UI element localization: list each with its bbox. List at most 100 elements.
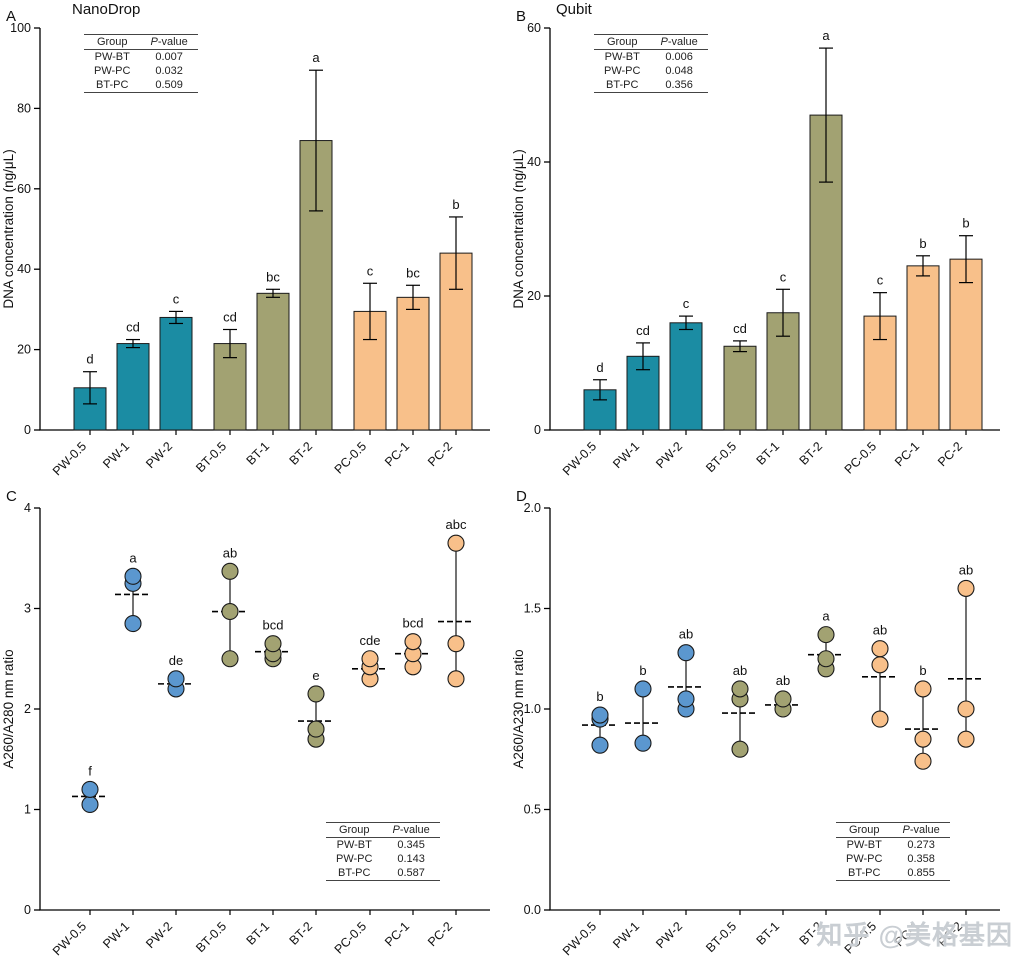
data-point <box>731 740 749 758</box>
data-point <box>221 562 239 580</box>
sig-letter: de <box>169 653 183 668</box>
data-point <box>447 534 465 552</box>
y-tick-label: 0 <box>24 423 31 437</box>
panel-d-letter: D <box>516 488 528 505</box>
sig-letter: bcd <box>263 618 284 633</box>
y-tick-label: 1.5 <box>524 602 541 616</box>
panel-a-nanodrop-bar-chart: A NanoDrop Group P-value PW-BT 0.007 PW-PC 0.… <box>0 0 509 480</box>
sig-letter: cd <box>126 320 140 335</box>
x-tick-label: BT-1 <box>754 439 783 468</box>
pvalue-cell: PW-BT <box>604 51 640 63</box>
sig-letter: a <box>822 28 830 43</box>
pvalue-table-header: P-value <box>140 34 198 50</box>
pvalue-table: Group P-value PW-BT 0.006 PW-PC 0.048 BT-PC 0.3… <box>594 34 708 93</box>
sig-letter: c <box>683 296 690 311</box>
data-point <box>871 640 889 658</box>
data-point <box>591 706 609 724</box>
x-tick-label: BT-2 <box>287 919 316 948</box>
bar-BT-0.5 <box>723 345 757 431</box>
pvalue-table: Group P-value PW-BT 0.007 PW-PC 0.032 BT-PC 0.5… <box>84 34 198 93</box>
y-tick-label: 1 <box>24 803 31 817</box>
x-tick-label: PW-1 <box>100 439 132 471</box>
sig-letter: cd <box>223 310 237 325</box>
pvalue-cell: PW-BT <box>846 839 882 851</box>
pvalue-cell: PW-BT <box>336 839 372 851</box>
pvalue-table: Group P-value PW-BT 0.345 PW-PC 0.143 BT-PC 0.5… <box>326 822 440 881</box>
data-point <box>731 680 749 698</box>
x-tick-label: PW-0.5 <box>50 919 89 958</box>
panel-c-letter: C <box>6 488 18 505</box>
data-point <box>914 730 932 748</box>
x-tick-label: BT-2 <box>287 439 316 468</box>
sig-letter: bcd <box>403 616 424 631</box>
panel-d-pvalue-table: Group P-value PW-BT 0.273 PW-PC 0.358 BT-PC 0.8… <box>836 822 950 881</box>
x-tick-label: PC-0.5 <box>842 439 879 476</box>
data-point <box>591 736 609 754</box>
y-tick-label: 0.0 <box>524 903 541 917</box>
x-tick-label: PW-2 <box>653 439 685 471</box>
pvalue-cell: 0.345 <box>397 839 425 851</box>
pvalue-cell: 0.143 <box>397 853 425 865</box>
data-point <box>81 780 99 798</box>
sig-letter: b <box>596 689 603 704</box>
x-tick-label: BT-0.5 <box>193 919 229 955</box>
panel-b-pvalue-table: Group P-value PW-BT 0.006 PW-PC 0.048 BT-PC 0.3… <box>594 34 708 93</box>
sig-letter: c <box>367 263 374 278</box>
sig-letter: b <box>639 663 646 678</box>
data-point <box>957 700 975 718</box>
x-tick-label: BT-0.5 <box>703 439 739 475</box>
data-point <box>817 650 835 668</box>
pvalue-table-header: P-value <box>382 822 440 838</box>
bar-BT-1 <box>256 292 290 431</box>
sig-letter: cd <box>636 323 650 338</box>
data-point <box>264 635 282 653</box>
sig-letter: b <box>919 663 926 678</box>
panel-a-pvalue-table: Group P-value PW-BT 0.007 PW-PC 0.032 BT-PC 0.5… <box>84 34 198 93</box>
y-tick-label: 0 <box>24 903 31 917</box>
panel-c-pvalue-table: Group P-value PW-BT 0.345 PW-PC 0.143 BT-PC 0.5… <box>326 822 440 881</box>
y-axis-title: A260/A230 nm ratio <box>511 649 526 768</box>
x-tick-label: PW-0.5 <box>50 439 89 478</box>
pvalue-cell: 0.273 <box>907 839 935 851</box>
panel-d-canvas: 0.0 0.5 1.0 1.5 2.0 A260/A230 nm ratio PW-0.5 P… <box>511 501 1000 958</box>
x-tick-label: PW-1 <box>610 919 642 951</box>
pvalue-cell: 0.358 <box>907 853 935 865</box>
y-axis-title: A260/A280 nm ratio <box>1 649 16 768</box>
data-point <box>124 615 142 633</box>
pvalue-cell: BT-PC <box>338 867 371 879</box>
pvalue-table: Group P-value PW-BT 0.273 PW-PC 0.358 BT-PC 0.8… <box>836 822 950 881</box>
x-tick-label: PC-2 <box>425 439 455 469</box>
data-point <box>914 680 932 698</box>
x-tick-label: PC-2 <box>935 439 965 469</box>
data-point <box>957 730 975 748</box>
x-tick-label: PW-0.5 <box>560 919 599 958</box>
data-point <box>81 795 99 814</box>
x-tick-label: BT-1 <box>244 919 273 948</box>
x-tick-label: PC-0.5 <box>332 919 369 956</box>
y-tick-label: 1.0 <box>524 702 541 716</box>
y-axis-title: DNA concentration (ng/μL) <box>1 149 16 308</box>
data-point <box>447 670 465 688</box>
pvalue-cell: 0.509 <box>155 79 183 91</box>
pvalue-table-header: P-value <box>892 822 950 838</box>
sig-letter: b <box>962 216 969 231</box>
data-point <box>634 734 652 752</box>
pvalue-cell: BT-PC <box>848 867 881 879</box>
x-tick-label: PW-1 <box>100 919 132 951</box>
data-point <box>221 650 239 668</box>
x-tick-label: BT-0.5 <box>193 439 229 475</box>
y-tick-label: 100 <box>10 21 31 35</box>
panel-a-title: NanoDrop <box>72 1 141 18</box>
pvalue-cell: PW-PC <box>94 65 131 77</box>
sig-letter: bc <box>406 265 420 280</box>
y-tick-label: 4 <box>24 501 31 515</box>
pvalue-table-header: P-value <box>650 34 708 50</box>
data-point <box>871 710 889 728</box>
data-point <box>307 685 325 703</box>
bar-PC-2 <box>949 258 983 431</box>
sig-letter: b <box>919 236 926 251</box>
pvalue-cell: 0.032 <box>155 65 183 77</box>
y-tick-label: 80 <box>17 101 31 115</box>
pvalue-table-header: Group <box>84 34 141 50</box>
x-tick-label: PC-0.5 <box>332 439 369 476</box>
